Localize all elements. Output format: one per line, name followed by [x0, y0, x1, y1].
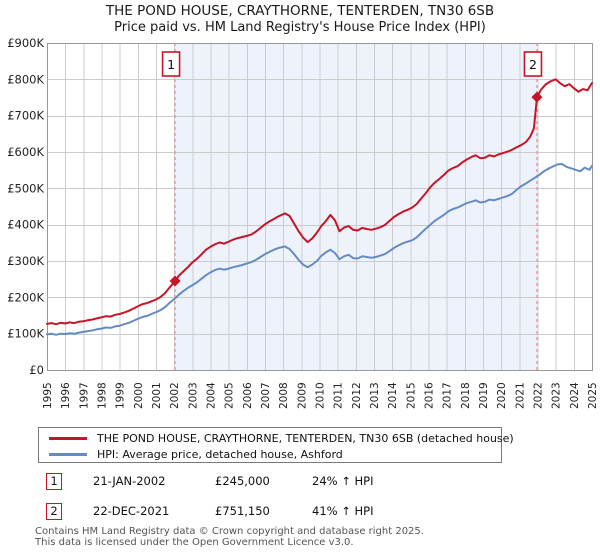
legend-label-hpi: HPI: Average price, detached house, Ashf…: [97, 447, 343, 461]
page-subtitle: Price paid vs. HM Land Registry's House …: [114, 20, 486, 35]
x-axis-tick-label: 2011: [333, 382, 345, 409]
x-axis-tick-label: 2016: [424, 382, 436, 409]
event-date: 22-DEC-2021: [93, 504, 170, 518]
x-axis-tick-label: 2004: [206, 382, 218, 409]
sale-event-row: 2 22-DEC-2021 £751,150 41% ↑ HPI: [0, 503, 600, 521]
footer-line-1: Contains HM Land Registry data © Crown c…: [35, 526, 424, 537]
y-axis-tick-label: £100K: [7, 327, 44, 341]
x-axis-tick-label: 2022: [533, 382, 545, 409]
hpi-line-swatch: [49, 452, 87, 456]
event-label-box: [523, 51, 543, 77]
x-axis-tick-label: 1995: [42, 382, 54, 409]
event-date: 21-JAN-2002: [93, 474, 166, 488]
y-axis-tick-label: £600K: [7, 145, 44, 159]
legend-label-property: THE POND HOUSE, CRAYTHORNE, TENTERDEN, T…: [97, 431, 514, 445]
y-axis-tick-label: £800K: [7, 72, 44, 86]
x-axis-tick-label: 2009: [296, 382, 308, 409]
event-label-box: [161, 51, 181, 77]
x-axis-tick-label: 2019: [478, 382, 490, 409]
property-price-line: [46, 78, 593, 326]
x-axis-tick-label: 2025: [587, 382, 599, 409]
y-axis-tick-label: £200K: [7, 290, 44, 304]
x-axis-tick-label: 2023: [551, 382, 563, 409]
event-number-badge: 2: [46, 503, 62, 520]
x-axis-tick-label: 2024: [569, 382, 581, 409]
x-axis-tick-label: 2020: [496, 382, 508, 409]
event-price: £245,000: [215, 474, 270, 488]
legend-item-property: THE POND HOUSE, CRAYTHORNE, TENTERDEN, T…: [39, 430, 514, 446]
event-label-number: 1: [167, 57, 175, 72]
x-axis-tick-label: 2007: [260, 382, 272, 409]
x-axis-tick-label: 2018: [460, 382, 472, 409]
x-axis-tick-label: 2014: [387, 382, 399, 409]
event-hpi-delta: 41% ↑ HPI: [312, 504, 374, 518]
event-number-badge: 1: [46, 473, 62, 490]
sale-point-marker: [531, 91, 543, 103]
y-axis-tick-label: £700K: [7, 109, 44, 123]
x-axis-tick-label: 2021: [514, 382, 526, 409]
event-label-number: 2: [529, 57, 537, 72]
copyright-footer: Contains HM Land Registry data © Crown c…: [35, 526, 595, 548]
footer-line-2: This data is licensed under the Open Gov…: [35, 536, 354, 548]
x-axis-tick-label: 1998: [97, 382, 109, 409]
plot-border: [47, 43, 593, 371]
x-axis-tick-label: 1996: [60, 382, 72, 409]
x-axis-tick-label: 2012: [351, 382, 363, 409]
event-hpi-delta: 24% ↑ HPI: [312, 474, 374, 488]
property-line-swatch: [49, 436, 87, 440]
y-axis-tick-label: £500K: [7, 181, 44, 195]
x-axis-tick-label: 2001: [151, 382, 163, 409]
x-axis-tick-label: 2010: [315, 382, 327, 409]
hpi-line: [46, 163, 593, 336]
x-axis-tick-label: 2006: [242, 382, 254, 409]
y-axis-tick-label: £0: [29, 363, 44, 377]
sale-point-marker: [169, 275, 181, 287]
x-axis-tick-label: 2005: [224, 382, 236, 409]
chart-legend: THE POND HOUSE, CRAYTHORNE, TENTERDEN, T…: [38, 427, 514, 463]
sale-event-row: 1 21-JAN-2002 £245,000 24% ↑ HPI: [0, 473, 600, 491]
y-axis-tick-label: £300K: [7, 254, 44, 268]
y-axis-tick-label: £900K: [7, 36, 44, 50]
page-title: THE POND HOUSE, CRAYTHORNE, TENTERDEN, T…: [105, 3, 495, 19]
y-axis-tick-label: £400K: [7, 218, 44, 232]
x-axis-tick-label: 2017: [442, 382, 454, 409]
legend-item-hpi: HPI: Average price, detached house, Ashf…: [39, 446, 343, 462]
x-axis-tick-label: 2000: [133, 382, 145, 409]
x-axis-tick-label: 2002: [169, 382, 181, 409]
x-axis-tick-label: 1997: [78, 382, 90, 409]
x-axis-tick-label: 2003: [187, 382, 199, 409]
event-price: £751,150: [215, 504, 270, 518]
x-axis-tick-label: 1999: [115, 382, 127, 409]
x-axis-tick-label: 2015: [405, 382, 417, 409]
price-history-chart: 1 2 £0 £100K £200K £300K £400K £500K £600K £700K £…: [7, 36, 599, 409]
x-axis-tick-label: 2008: [278, 382, 290, 409]
x-axis-tick-label: 2013: [369, 382, 381, 409]
